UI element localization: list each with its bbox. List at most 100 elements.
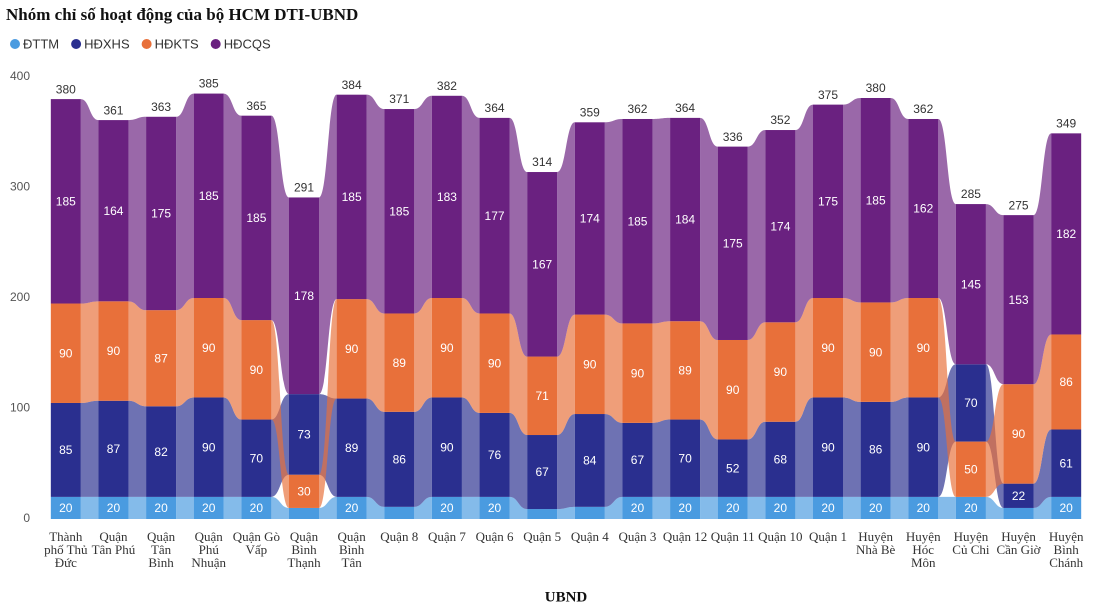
column-segment [1051,496,1082,519]
column-segment [241,419,272,497]
column-segment [860,496,891,519]
column-segment [574,314,605,415]
column-segment [670,321,701,420]
value-label: 22 [1012,489,1026,503]
ribbon [843,397,861,497]
column-segment [860,97,891,303]
ribbon [271,496,289,519]
column-segment [765,130,796,323]
ribbon [557,314,575,436]
column-segment [193,397,224,497]
column-segment [193,298,224,398]
ribbon [461,496,480,519]
value-label: 67 [536,465,550,479]
value-label: 178 [294,289,314,303]
ribbon [223,93,242,321]
ribbon [747,130,766,340]
column-segment [670,419,701,497]
ribbon [795,496,813,519]
value-label: 185 [342,190,362,204]
value-label: 87 [107,442,121,456]
ribbon [985,384,1004,497]
column-segment [1003,215,1034,385]
ribbon [80,400,99,497]
legend-marker [10,39,20,49]
ribbon [604,414,623,507]
x-tick-label: Quận 10 [758,529,803,544]
ribbons [80,93,1052,519]
column-segment [98,301,129,401]
x-tick-label: Huyện Nhà Bè [855,529,896,557]
column-segment [384,411,415,507]
value-label: 90 [345,342,359,356]
value-label: 73 [297,428,311,442]
value-label: 175 [723,236,743,250]
column-segment [765,322,796,422]
y-tick-label: 200 [10,290,30,304]
ribbon [128,301,147,407]
legend-label: HĐXHS [84,36,130,51]
value-label: 185 [199,189,219,203]
column-segment [50,402,81,497]
value-label: 90 [59,346,73,360]
value-label: 89 [393,356,407,370]
ribbon [366,299,385,412]
total-label: 352 [770,113,790,127]
value-label: 70 [964,396,978,410]
column-segment [622,118,653,324]
column-segment [241,496,272,519]
value-label: 76 [488,448,502,462]
column-segment [955,204,986,365]
ribbon [414,397,432,507]
value-label: 177 [485,209,505,223]
column-segment [813,397,843,497]
value-label: 20 [202,501,216,515]
x-tick-label: Quận 4 [570,529,609,544]
ribbon [461,298,480,413]
columns: 20 85 90 185 380 20 87 90 164 361 20 82 87 175 363 20 90… [50,77,1082,519]
ribbon [652,117,671,324]
ribbon [557,414,575,510]
ribbon [176,93,194,311]
legend-marker [210,39,221,49]
value-label: 90 [440,341,454,355]
column-segment [146,406,177,497]
column-segment [289,197,319,395]
value-label: 89 [678,364,692,378]
x-tick-label: Quận 1 [809,529,847,544]
x-tick-label: Quận Gò Vấp [232,529,280,557]
column-segment [146,496,177,519]
column-segment [289,474,319,508]
value-label: 90 [488,356,502,370]
ribbon [80,301,99,403]
column-segment [479,313,510,413]
column-segment [98,496,129,519]
ribbon [223,397,242,497]
value-label: 85 [59,443,73,457]
ribbon [890,496,909,519]
value-label: 86 [1060,375,1074,389]
ribbon [700,117,718,340]
value-label: 68 [774,453,788,467]
column-segment [1051,429,1082,497]
ribbon [319,94,337,395]
ribbon [795,397,813,497]
ribbon [414,496,432,519]
value-label: 162 [913,202,933,216]
value-label: 145 [961,277,981,291]
x-tick-label: Quận Tân Bình [146,529,176,570]
column-segment [384,506,415,519]
value-label: 167 [532,257,552,271]
ribbon [319,496,337,519]
legend-label: HĐKTS [155,36,199,51]
ribbon [319,299,337,508]
ribbon [366,496,385,519]
ribbon [128,400,147,497]
ribbon [271,320,289,508]
value-label: 90 [917,341,931,355]
ribbon [700,496,718,519]
ribbon [985,204,1004,385]
x-tick-label: Quận 3 [618,529,657,544]
value-label: 70 [250,451,264,465]
ribbon [414,95,432,314]
